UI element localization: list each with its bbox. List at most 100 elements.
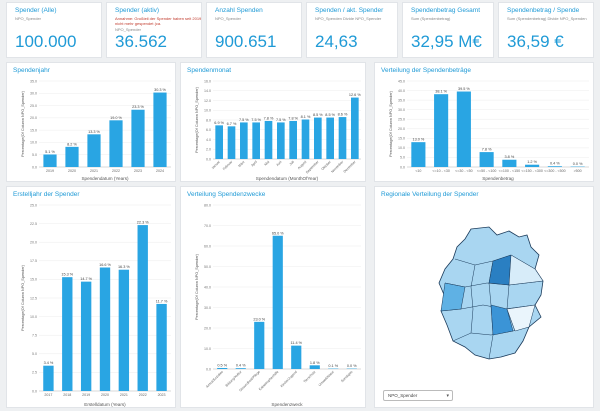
y-tick-label: 10.0 (204, 347, 211, 351)
data-label: 7.5 % (276, 118, 286, 122)
data-label: 3.4 % (44, 361, 54, 365)
data-label: 14.7 % (80, 277, 92, 281)
region-select-value: NPO_Spender (388, 393, 418, 398)
x-tick-label: Juli (288, 160, 295, 167)
y-tick-label: 7.5 (32, 334, 37, 338)
x-axis-label: Spendendatum (Years) (81, 176, 129, 181)
y-axis-label: Percentage(Of Column NPO_Spender) (389, 90, 393, 157)
kpi-value: 100.000 (15, 32, 77, 51)
y-tick-label: 25.0 (398, 118, 405, 122)
bar (215, 125, 223, 159)
kpi-value: 900.651 (215, 32, 277, 51)
y-tick-label: 60.0 (204, 244, 211, 248)
bar (43, 365, 54, 391)
x-tick-label: 2022 (112, 169, 120, 173)
kpi-spender-aktiv[interactable]: Spender (aktiv) Annahme: Großteil der Sp… (106, 2, 202, 58)
kpi-anzahl-spenden[interactable]: Anzahl Spenden NPO_Spender 900.651 (206, 2, 302, 58)
data-label: 7.8 % (482, 148, 492, 152)
bar (456, 91, 471, 167)
y-tick-label: 16.0 (204, 79, 211, 83)
data-label: 22.3 % (137, 221, 149, 225)
data-label: 11.4 % (290, 341, 302, 345)
y-axis-label: Percentage(Of Column NPO_Spender) (21, 90, 25, 157)
x-axis-label: Erstelldatum (Years) (84, 402, 126, 407)
kpi-spenden-pro-spender[interactable]: Spenden / akt. Spender NPO_Spenden Divid… (306, 2, 398, 58)
chart-title: Spendenmonat (187, 67, 232, 74)
y-tick-label: 35.0 (398, 98, 405, 102)
data-label: 13.0 % (412, 138, 424, 142)
x-tick-label: 2023 (158, 393, 166, 397)
kpi-subtitle: Annahme: Großteil der Spender haben seit… (115, 16, 202, 26)
x-tick-label: Tierschutz (303, 370, 317, 384)
spendenjahr-chart: 0.0 5.0 10.0 15.0 20.0 25.0 30.0 35.0 Percentage… (21, 79, 171, 181)
x-tick-label: 2022 (139, 393, 147, 397)
bar (326, 117, 334, 159)
y-tick-label: 0.0 (206, 157, 211, 161)
data-label: 0.4 % (236, 364, 246, 368)
kpi-title: Spenden / akt. Spender (315, 7, 384, 14)
kpi-value: 24,63 (315, 32, 358, 51)
kpi-spendenbetrag-pro-spende[interactable]: Spendenbetrag / Spende Sum (Spendenbetra… (498, 2, 594, 58)
data-label: 7.8 % (264, 116, 274, 120)
data-label: 0.1 % (328, 364, 338, 368)
data-label: 11.7 % (156, 299, 168, 303)
y-tick-label: 15.0 (30, 128, 37, 132)
kpi-title: Spendenbetrag Gesamt (411, 7, 481, 14)
germany-map[interactable] (431, 225, 551, 365)
region-measure-select[interactable]: NPO_Spender ▾ (383, 390, 453, 401)
x-tick-label: 2021 (120, 393, 128, 397)
y-tick-label: 10.0 (30, 315, 37, 319)
y-tick-label: 30.0 (30, 92, 37, 96)
y-tick-label: 50.0 (204, 265, 211, 269)
y-tick-label: 80.0 (204, 203, 211, 207)
bar (314, 117, 322, 159)
kpi-subtitle: NPO_Spenden Divide NPO_Spender (315, 16, 382, 21)
y-tick-label: 15.0 (30, 278, 37, 282)
data-label: 19.0 % (110, 116, 122, 120)
kpi-spendenbetrag-gesamt[interactable]: Spendenbetrag Gesamt Sum (Spendenbetrag)… (402, 2, 494, 58)
data-label: 1.8 % (310, 361, 320, 365)
bar (99, 267, 111, 391)
bar (291, 345, 302, 369)
x-tick-label: <=150 - <300 (521, 169, 542, 173)
data-label: 8.6 % (338, 113, 348, 117)
y-tick-label: 17.5 (30, 259, 37, 263)
x-tick-label: Oktober (321, 159, 333, 171)
data-label: 65.0 % (272, 231, 284, 235)
x-axis-label: Spendenbetrag (482, 176, 514, 181)
bar (240, 122, 248, 159)
x-tick-label: August (297, 160, 307, 170)
kpi-spender-alle[interactable]: Spender (Alle) NPO_Spender 100.000 (6, 2, 102, 58)
x-tick-label: 2023 (134, 169, 142, 173)
data-label: 8.2 % (67, 142, 77, 146)
data-label: 1.2 % (527, 160, 537, 164)
x-tick-label: >500 (574, 169, 582, 173)
bar (434, 94, 449, 167)
x-tick-label: 2021 (90, 169, 98, 173)
x-tick-label: Kinder/Jugend (280, 370, 298, 388)
y-tick-label: 0.0 (32, 165, 37, 169)
chart-card-regional: Regionale Verteilung der Spender NPO_Spe… (374, 186, 594, 408)
y-tick-label: 30.0 (398, 108, 405, 112)
bar (109, 120, 123, 167)
x-axis-label: Spendenzweck (271, 402, 303, 407)
data-label: 12.6 % (349, 93, 361, 97)
x-tick-label: Mai (264, 160, 271, 167)
y-tick-label: 20.0 (398, 127, 405, 131)
x-tick-label: <=300 - <500 (544, 169, 565, 173)
x-tick-label: Dezember (343, 159, 358, 174)
data-label: 5.1 % (45, 150, 55, 154)
data-label: 0.5 % (217, 363, 227, 367)
x-tick-label: Februar (222, 159, 234, 171)
y-tick-label: 0.0 (32, 389, 37, 393)
y-tick-label: 70.0 (204, 224, 211, 228)
y-tick-label: 25.0 (30, 104, 37, 108)
region-dark-2 (440, 282, 466, 312)
spendenzwecke-chart: 0.0 10.0 20.0 30.0 40.0 50.0 60.0 70.0 80.0 Perce… (195, 203, 361, 407)
y-tick-label: 15.0 (398, 137, 405, 141)
y-tick-label: 30.0 (204, 306, 211, 310)
y-tick-label: 10.0 (204, 109, 211, 113)
y-tick-label: 10.0 (398, 146, 405, 150)
data-label: 38.1 % (435, 90, 447, 94)
y-tick-label: 45.0 (398, 79, 405, 83)
